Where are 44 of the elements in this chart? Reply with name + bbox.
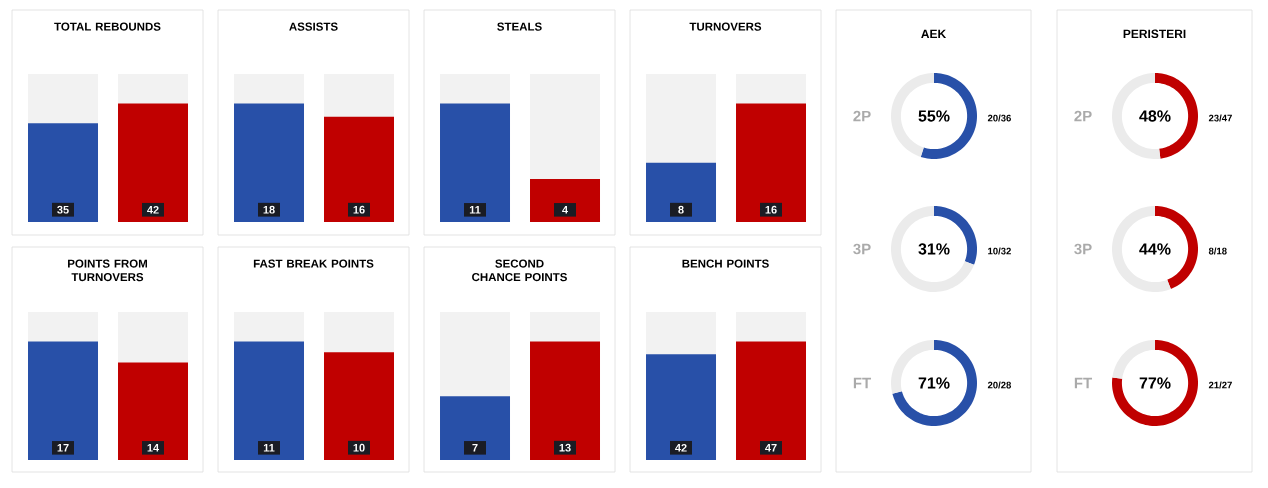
- text: 20/36: [987, 114, 1011, 122]
- text: 3P: [1074, 243, 1092, 255]
- data-label: 18: [263, 205, 275, 214]
- chart-title: TOTAL REBOUNDS: [54, 22, 161, 31]
- data-label: 11: [469, 206, 481, 214]
- text: 44%: [1139, 243, 1171, 255]
- text: 10/32: [988, 247, 1011, 255]
- data-label: 47: [765, 444, 777, 452]
- text: 48%: [1139, 110, 1171, 122]
- chart-title: PERISTERI: [1123, 29, 1186, 39]
- chart-title: ASSISTS: [289, 22, 338, 31]
- text: FT: [1074, 377, 1093, 389]
- text: 21/27: [1208, 381, 1232, 389]
- text: 23/47: [1208, 114, 1232, 122]
- chart-title: STEALS: [497, 22, 542, 31]
- text: 8/18: [1208, 247, 1227, 255]
- text: 77%: [1139, 377, 1171, 389]
- data-label: 35: [57, 205, 69, 214]
- data-label: 16: [353, 205, 365, 214]
- text: 2P: [1074, 110, 1092, 122]
- data-label: 42: [147, 205, 159, 214]
- text: 2P: [853, 110, 871, 122]
- chart-title: TURNOVERS: [689, 22, 762, 31]
- data-label: 13: [559, 443, 571, 452]
- text: FT: [853, 377, 872, 389]
- text: 55%: [918, 110, 950, 122]
- chart-title: FAST BREAK POINTS: [253, 259, 374, 268]
- text: 3P: [853, 243, 871, 255]
- text: 31%: [918, 243, 950, 255]
- chart-title: BENCH POINTS: [682, 259, 769, 268]
- data-label: 42: [675, 443, 687, 452]
- data-label: 11: [263, 444, 275, 452]
- data-label: 17: [57, 444, 69, 452]
- data-label: 4: [562, 206, 568, 214]
- text: 20/28: [987, 381, 1012, 389]
- chart-title: POINTS FROM TURNOVERS: [68, 259, 147, 282]
- data-label: 7: [472, 444, 478, 452]
- data-label: 14: [147, 444, 160, 452]
- data-label: 16: [765, 205, 777, 214]
- chart-title: SECOND CHANCE POINTS: [472, 259, 567, 282]
- data-label: 8: [678, 205, 684, 214]
- chart-title: AEK: [921, 29, 947, 38]
- text: 71%: [918, 377, 950, 389]
- data-label: 10: [353, 443, 365, 452]
